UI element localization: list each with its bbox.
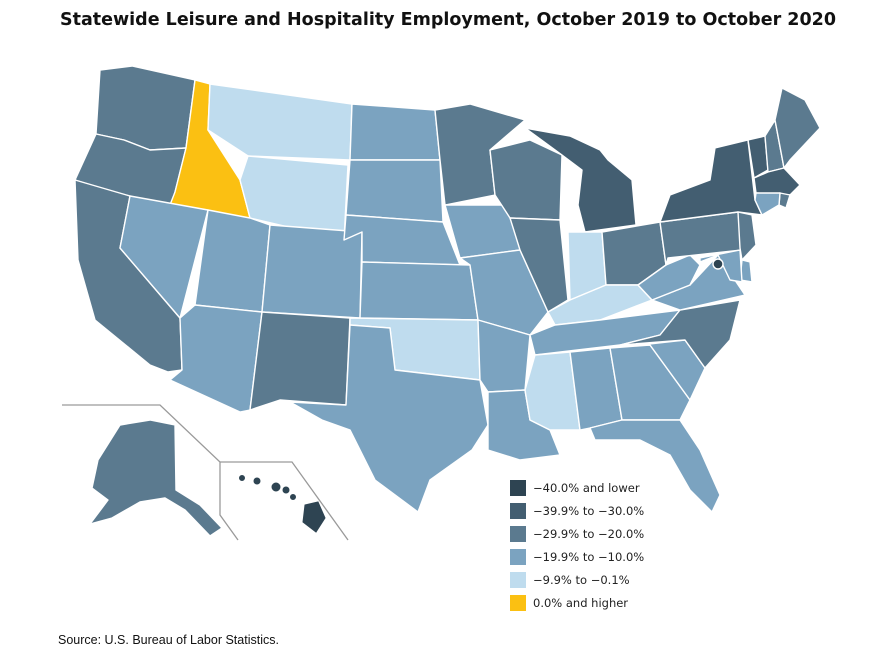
legend-label: −29.9% to −20.0% xyxy=(533,526,645,541)
state-AK xyxy=(89,419,223,537)
legend-item: −39.9% to −30.0% xyxy=(510,499,644,522)
state-KS xyxy=(359,261,479,321)
state-CT xyxy=(754,192,781,216)
state-AZ xyxy=(169,304,263,413)
legend-item: −29.9% to −20.0% xyxy=(510,522,644,545)
legend: −40.0% and lower −39.9% to −30.0% −29.9% t… xyxy=(510,476,644,614)
state-DC xyxy=(712,258,724,270)
state-FL xyxy=(589,419,721,513)
state-TX xyxy=(289,324,489,513)
legend-swatch xyxy=(510,525,526,542)
state-ME xyxy=(774,87,821,169)
state-ND xyxy=(349,103,441,161)
legend-item: −9.9% to −0.1% xyxy=(510,568,644,591)
legend-swatch xyxy=(510,594,526,611)
legend-swatch xyxy=(510,571,526,588)
state-MI xyxy=(524,127,637,233)
state-MD xyxy=(699,249,743,283)
state-NJ xyxy=(737,211,757,261)
legend-label: 0.0% and higher xyxy=(533,595,629,610)
legend-label: −40.0% and lower xyxy=(533,480,640,495)
source-note: Source: U.S. Bureau of Labor Statistics. xyxy=(58,633,279,647)
state-UT xyxy=(194,209,271,313)
state-NY xyxy=(659,139,763,223)
legend-swatch xyxy=(510,479,526,496)
legend-item: −40.0% and lower xyxy=(510,476,644,499)
state-HI xyxy=(239,475,326,533)
legend-label: −19.9% to −10.0% xyxy=(533,549,645,564)
state-RI xyxy=(778,192,791,209)
map-title: Statewide Leisure and Hospitality Employ… xyxy=(60,10,836,30)
legend-swatch xyxy=(510,548,526,565)
state-NE xyxy=(343,214,461,266)
legend-item: −19.9% to −10.0% xyxy=(510,545,644,568)
state-MT xyxy=(207,83,353,161)
legend-label: −39.9% to −30.0% xyxy=(533,503,645,518)
state-NC xyxy=(619,299,741,369)
legend-swatch xyxy=(510,502,526,519)
legend-item: 0.0% and higher xyxy=(510,591,644,614)
state-SD xyxy=(345,159,444,223)
legend-label: −9.9% to −0.1% xyxy=(533,572,630,587)
hawaii-inset-frame xyxy=(220,461,349,541)
state-NM xyxy=(249,311,351,411)
